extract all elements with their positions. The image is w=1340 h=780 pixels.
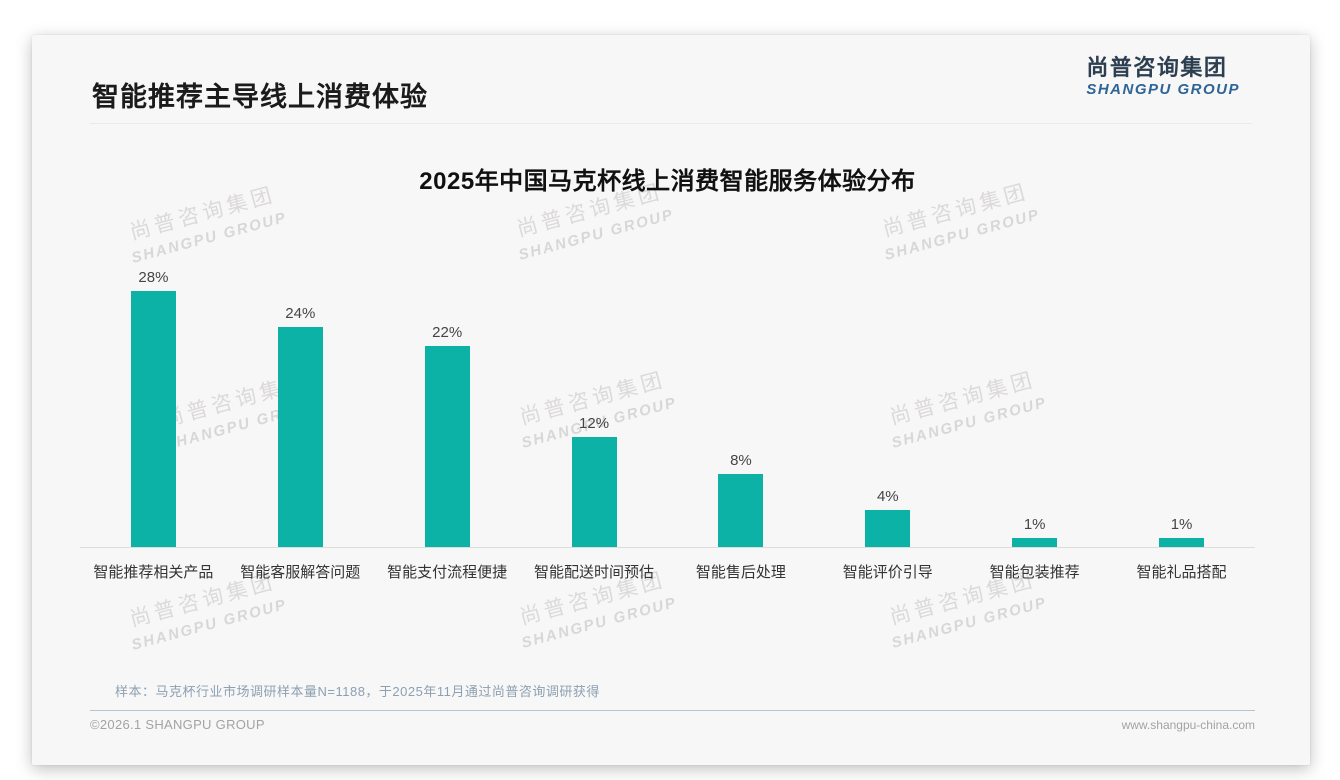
bar-column: 28% (80, 248, 227, 547)
bar-value-label: 1% (1170, 516, 1193, 533)
bar (865, 510, 911, 547)
bar-column: 1% (1108, 248, 1255, 547)
footer: ©2026.1 SHANGPU GROUP www.shangpu-china.… (90, 717, 1255, 732)
bar (424, 346, 470, 547)
page-title: 智能推荐主导线上消费体验 (92, 82, 428, 112)
bar-column: 1% (961, 248, 1108, 547)
bar-value-label: 1% (1023, 516, 1046, 533)
header-divider (90, 123, 1252, 124)
bar-value-label: 8% (730, 452, 752, 469)
bar-column: 22% (374, 248, 521, 547)
bar (1012, 538, 1058, 547)
bar-column: 12% (521, 248, 668, 547)
bar-column: 4% (814, 248, 961, 547)
category-label: 智能售后处理 (695, 564, 786, 581)
website-url: www.shangpu-china.com (1121, 718, 1255, 732)
sample-note: 样本：马克杯行业市场调研样本量N=1188，于2025年11月通过尚普咨询调研获… (115, 684, 600, 699)
bar-value-label: 28% (138, 269, 169, 286)
slide-content: 智能推荐主导线上消费体验 尚普咨询集团 SHANGPU GROUP 2025年中… (32, 35, 1310, 765)
category-label: 智能配送时间预估 (534, 564, 655, 581)
footer-divider (90, 710, 1255, 711)
category-label: 智能推荐相关产品 (93, 564, 214, 581)
copyright-text: ©2026.1 SHANGPU GROUP (90, 717, 265, 732)
bar-value-label: 22% (432, 324, 463, 341)
bar (277, 327, 323, 547)
chart-plot-area: 28% 24% 22% 12% 8% 4% 1% 1% (80, 248, 1255, 548)
category-label: 智能支付流程便捷 (387, 564, 508, 581)
bar (718, 474, 764, 547)
chart-category-axis: 智能推荐相关产品 智能客服解答问题 智能支付流程便捷 智能配送时间预估 智能售后处理 智能… (80, 548, 1255, 582)
bar (130, 291, 176, 547)
category-label: 智能客服解答问题 (240, 564, 361, 581)
logo-chinese-text: 尚普咨询集团 (1086, 55, 1228, 80)
bar-value-label: 4% (876, 488, 899, 505)
bar-value-label: 24% (285, 305, 316, 322)
bar-chart: 2025年中国马克杯线上消费智能服务体验分布 28% 24% 22% 12% 8% 4% 1… (80, 165, 1255, 582)
bar (571, 437, 617, 547)
bar-column: 24% (227, 248, 374, 547)
report-slide: 尚普咨询集团 SHANGPU GROUP 尚普咨询集团 SHANGPU GROUP 尚普… (32, 35, 1310, 765)
company-logo: 尚普咨询集团 SHANGPU GROUP (1086, 55, 1240, 98)
category-label: 智能评价引导 (842, 564, 933, 581)
bar-column: 8% (668, 248, 815, 547)
category-label: 智能包装推荐 (989, 564, 1080, 581)
bar-value-label: 12% (579, 415, 610, 432)
bar (1159, 538, 1205, 547)
category-label: 智能礼品搭配 (1136, 564, 1227, 581)
chart-title: 2025年中国马克杯线上消费智能服务体验分布 (419, 168, 916, 195)
logo-english-text: SHANGPU GROUP (1086, 81, 1240, 98)
